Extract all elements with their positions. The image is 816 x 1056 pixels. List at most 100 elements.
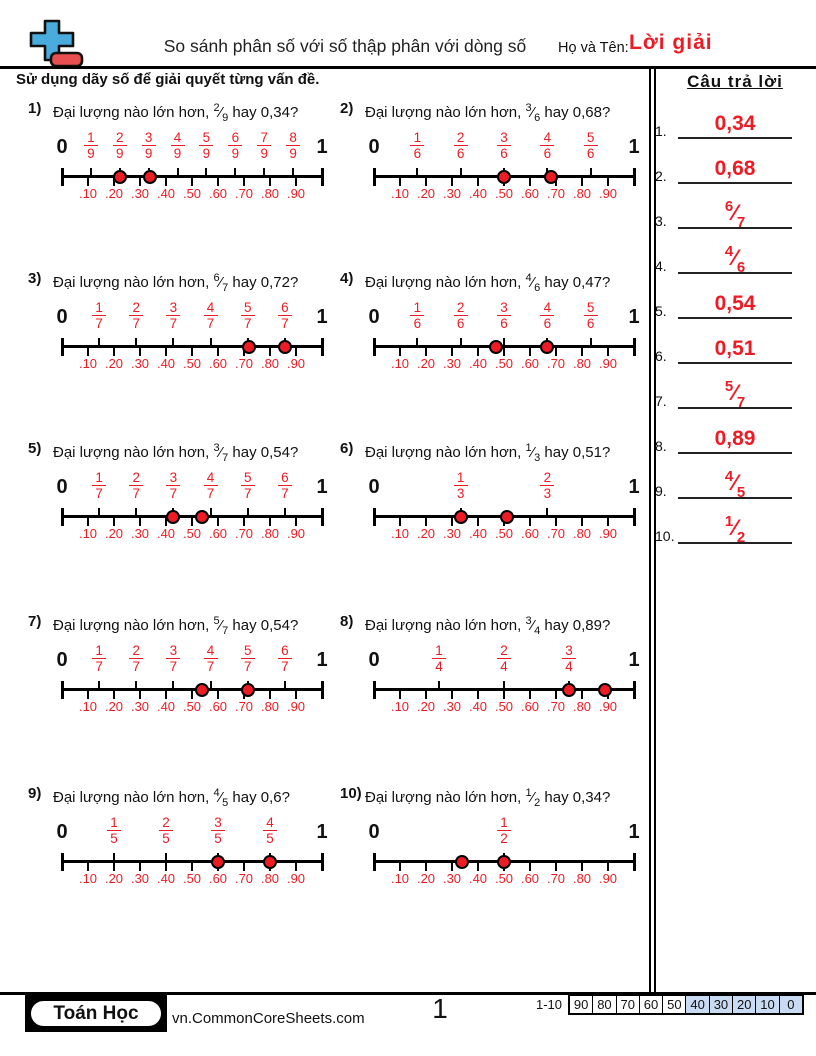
decimal-label: .60: [208, 526, 228, 541]
fraction-bar: [263, 830, 277, 831]
fraction-bar: [277, 658, 292, 659]
fraction-numerator: 2: [456, 300, 465, 315]
decimal-tick: [425, 863, 427, 871]
value-dot: [543, 170, 558, 184]
answer-value: 0,54: [714, 292, 756, 315]
fraction-numerator: 2: [543, 470, 552, 485]
decimal-tick: [243, 518, 245, 526]
fraction-numerator: 1: [500, 815, 508, 830]
fraction-denominator: 6: [413, 146, 422, 161]
fraction-bar: [257, 145, 272, 146]
fraction-tick: [283, 508, 286, 516]
decimal-tick: [139, 691, 141, 699]
decimal-tick: [529, 691, 531, 699]
decimal-tick: [139, 178, 141, 186]
answer-value: 0,51: [714, 337, 756, 360]
fraction-tick: [172, 338, 175, 346]
fraction-bar: [92, 315, 107, 316]
fraction-numerator: 1: [413, 300, 422, 315]
decimal-label: .60: [520, 526, 540, 541]
fraction-denominator: 9: [173, 146, 182, 161]
decimal-tick: [399, 863, 401, 871]
fraction-tick: [589, 168, 592, 176]
fraction-denominator: 7: [132, 316, 141, 331]
fraction-numerator: 2: [162, 815, 170, 830]
answer-value: 5⁄7: [724, 378, 746, 411]
fraction-tick: [209, 681, 212, 689]
fraction-bar: [277, 485, 292, 486]
line-end-label: 1: [628, 821, 640, 843]
decimal-tick: [581, 518, 583, 526]
decimal-label: .10: [78, 186, 98, 201]
decimal-label: .40: [156, 871, 176, 886]
value-dot: [562, 683, 576, 697]
answer-blank-line: [678, 542, 792, 544]
decimal-tick: [581, 178, 583, 186]
answer-blank-line: [678, 137, 792, 139]
line-start-label: 0: [368, 476, 380, 498]
fraction-bar: [540, 315, 555, 316]
answer-column-separator: [649, 66, 651, 993]
fraction-numerator: 6: [231, 130, 240, 145]
fraction-bar: [166, 658, 181, 659]
fraction-numerator: 4: [206, 643, 215, 658]
score-cell-90: 90: [570, 996, 593, 1013]
fraction-numerator: 3: [565, 643, 573, 658]
fraction-bar: [166, 485, 181, 486]
decimal-tick: [555, 178, 557, 186]
problem-10: 10) Đại lượng nào lớn hơn, 1⁄2 hay 0,34? 0…: [340, 785, 650, 900]
number-line: [62, 688, 322, 691]
problem-number: 6): [340, 440, 354, 457]
fraction-bar: [497, 830, 511, 831]
fraction-denominator: 7: [132, 659, 141, 674]
brand-badge: Toán Học: [25, 995, 167, 1032]
value-dot: [497, 855, 511, 869]
fraction-tick: [503, 681, 505, 689]
decimal-label: .70: [546, 356, 566, 371]
score-cell-30: 30: [708, 996, 733, 1013]
fraction-bar: [240, 658, 255, 659]
decimal-tick: [529, 178, 531, 186]
number-line-right-end: [632, 338, 636, 356]
decimal-tick: [139, 348, 141, 356]
decimal-label: .10: [78, 871, 98, 886]
score-cell-40: 40: [685, 996, 709, 1013]
fraction-numerator: 3: [169, 300, 178, 315]
decimal-label: .80: [260, 356, 280, 371]
fraction-bar: [170, 145, 185, 146]
fraction-bar: [159, 830, 173, 831]
fraction-denominator: 5: [266, 831, 274, 846]
fraction-bar: [286, 145, 301, 146]
fraction-denominator: 6: [543, 316, 552, 331]
fraction-numerator: 5: [243, 470, 252, 485]
answer-blank-line: [678, 497, 792, 499]
value-dot: [277, 340, 292, 354]
line-end-label: 1: [316, 476, 328, 498]
decimal-label: .20: [104, 526, 124, 541]
page-title: So sánh phân số với số thập phân với dòn…: [163, 36, 527, 56]
number-line-left-end: [60, 508, 64, 526]
decimal-tick: [425, 518, 427, 526]
score-cell-10: 10: [755, 996, 779, 1013]
decimal-tick: [555, 691, 557, 699]
decimal-tick: [451, 691, 453, 699]
page-number: 1: [432, 993, 448, 1024]
fraction-bar: [129, 485, 144, 486]
decimal-tick: [425, 348, 427, 356]
fraction-tick: [263, 168, 266, 176]
fraction-denominator: 4: [565, 659, 573, 674]
decimal-label: .70: [234, 526, 254, 541]
decimal-tick: [425, 178, 427, 186]
decimal-tick: [113, 863, 115, 871]
decimal-tick: [217, 348, 219, 356]
fraction-numerator: 3: [214, 815, 222, 830]
decimal-tick: [165, 348, 167, 356]
fraction-bar: [497, 145, 511, 146]
decimal-label: .30: [442, 871, 462, 886]
